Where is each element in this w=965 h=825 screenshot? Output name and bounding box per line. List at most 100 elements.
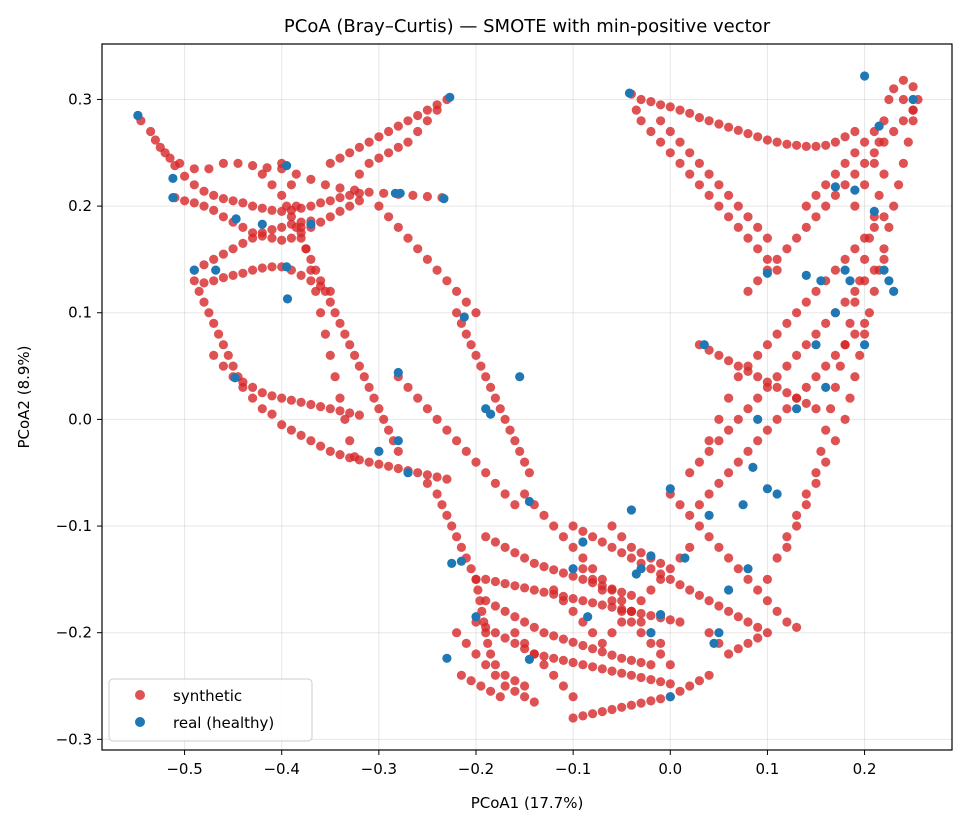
synthetic-point [359,372,369,382]
synthetic-point [646,97,656,107]
synthetic-point [325,196,335,206]
synthetic-point [685,510,695,520]
synthetic-point [685,468,695,478]
synthetic-point [840,340,850,350]
synthetic-point [714,414,724,424]
synthetic-point [646,638,656,649]
real-point [515,372,525,382]
synthetic-point [442,425,452,435]
synthetic-point [500,606,510,617]
synthetic-point [422,191,432,202]
synthetic-point [636,698,646,708]
synthetic-point [792,622,802,633]
synthetic-point [724,468,734,478]
synthetic-point [320,180,330,190]
synthetic-point [617,617,627,627]
synthetic-point [724,356,734,366]
synthetic-point [845,318,855,328]
synthetic-point [286,425,296,435]
synthetic-point [529,585,539,595]
synthetic-point [483,638,493,649]
synthetic-point [384,126,394,137]
synthetic-point [354,410,364,420]
synthetic-point [335,450,345,460]
synthetic-point [510,500,520,510]
synthetic-point [520,692,530,702]
real-point [869,206,879,216]
synthetic-point [442,510,452,520]
synthetic-point [539,510,549,520]
synthetic-point [568,542,578,553]
synthetic-point [413,393,423,403]
synthetic-point [335,393,345,403]
real-point [486,409,496,419]
synthetic-point [490,576,500,587]
synthetic-point [884,222,894,232]
synthetic-point [473,585,483,595]
real-point [568,564,578,574]
synthetic-point [325,297,335,307]
synthetic-point [724,122,734,132]
synthetic-point [821,318,831,328]
synthetic-point [505,425,515,435]
synthetic-point [792,521,802,531]
synthetic-point [869,158,879,168]
chart-title: PCoA (Bray–Curtis) — SMOTE with min-posi… [284,16,771,37]
synthetic-point [840,414,850,424]
synthetic-point [869,222,879,232]
synthetic-point [811,468,821,478]
legend-marker-real [135,717,145,727]
synthetic-point [549,585,559,595]
synthetic-point [384,212,394,222]
synthetic-point [675,686,685,696]
synthetic-point [617,702,627,712]
synthetic-point [306,436,316,446]
synthetic-point [286,212,296,222]
synthetic-point [792,393,802,403]
real-point [471,612,481,622]
synthetic-point [306,276,316,286]
synthetic-point [588,598,598,608]
synthetic-point [860,180,870,190]
synthetic-point [850,244,860,254]
synthetic-point [607,521,617,531]
synthetic-point [743,446,753,456]
synthetic-point [607,666,617,676]
synthetic-point [772,372,782,382]
synthetic-point [792,350,802,360]
real-point [889,286,899,296]
synthetic-point [743,129,753,139]
synthetic-point [733,564,743,574]
synthetic-point [490,537,500,547]
synthetic-point [597,600,607,610]
synthetic-point [490,393,500,403]
synthetic-point [626,617,637,627]
synthetic-point [753,633,763,643]
synthetic-point [335,183,345,193]
real-point [665,484,675,494]
real-point [393,436,403,446]
synthetic-point [306,399,316,410]
synthetic-point [267,233,277,243]
synthetic-point [529,697,539,707]
synthetic-point [889,201,899,211]
real-point [772,489,782,499]
synthetic-point [520,457,530,467]
synthetic-point [714,436,724,446]
synthetic-point [180,171,190,181]
synthetic-point [481,532,491,542]
synthetic-point [486,649,496,659]
synthetic-point [520,617,530,627]
synthetic-point [753,436,763,446]
synthetic-point [578,574,588,585]
synthetic-point [801,500,811,510]
synthetic-point [840,297,850,307]
synthetic-point [578,526,588,537]
synthetic-point [704,532,714,542]
synthetic-point [743,366,753,376]
synthetic-point [549,653,559,663]
synthetic-point [772,265,782,275]
synthetic-point [704,489,714,499]
synthetic-point [466,564,476,574]
